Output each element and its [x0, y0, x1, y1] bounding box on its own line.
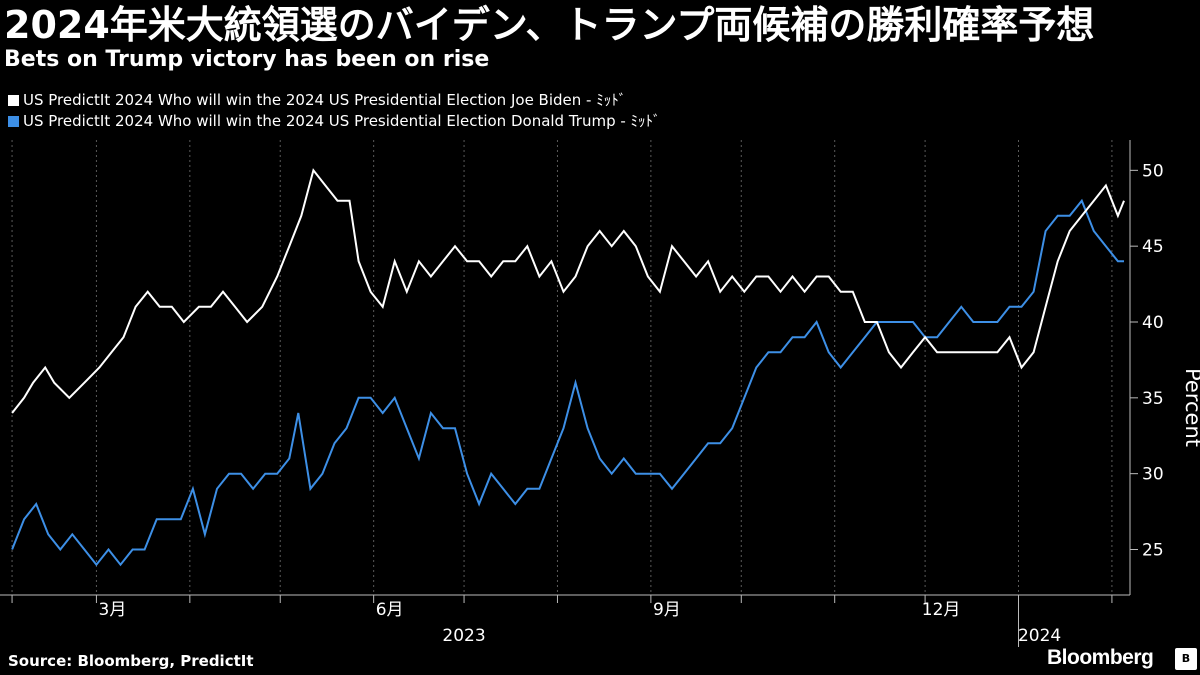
x-tick-label: 9月 — [653, 600, 681, 620]
legend: US PredictIt 2024 Who will win the 2024 … — [8, 90, 661, 132]
series-line-trump — [11, 198, 1124, 567]
y-tick-label: 45 — [1142, 237, 1164, 257]
bloomberg-badge-icon: B — [1175, 648, 1197, 670]
legend-swatch-trump — [8, 116, 19, 127]
x-year-label: 2023 — [442, 626, 485, 646]
y-tick-label: 40 — [1142, 313, 1164, 333]
x-year-label: 2024 — [1018, 626, 1061, 646]
x-tick-label: 12月 — [922, 600, 961, 620]
y-tick-label: 35 — [1142, 389, 1164, 409]
bloomberg-logo: Bloomberg — [1047, 646, 1154, 669]
y-tick-label: 30 — [1142, 465, 1164, 485]
x-tick-label: 3月 — [99, 600, 127, 620]
legend-label-trump: US PredictIt 2024 Who will win the 2024 … — [23, 112, 661, 130]
chart-subtitle: Bets on Trump victory has been on rise — [4, 47, 490, 72]
source-note: Source: Bloomberg, PredictIt — [8, 652, 254, 670]
x-tick-label: 6月 — [376, 600, 404, 620]
chart-title: 2024年米大統領選のバイデン、トランプ両候補の勝利確率予想 — [4, 3, 1095, 47]
y-tick-label: 25 — [1142, 541, 1164, 561]
legend-item-trump: US PredictIt 2024 Who will win the 2024 … — [8, 111, 661, 132]
y-tick-label: 50 — [1142, 161, 1164, 181]
legend-label-biden: US PredictIt 2024 Who will win the 2024 … — [23, 91, 627, 109]
y-axis-title: Percent — [1181, 368, 1200, 447]
legend-item-biden: US PredictIt 2024 Who will win the 2024 … — [8, 90, 661, 111]
series-line-biden — [11, 168, 1125, 414]
legend-swatch-biden — [8, 95, 19, 106]
